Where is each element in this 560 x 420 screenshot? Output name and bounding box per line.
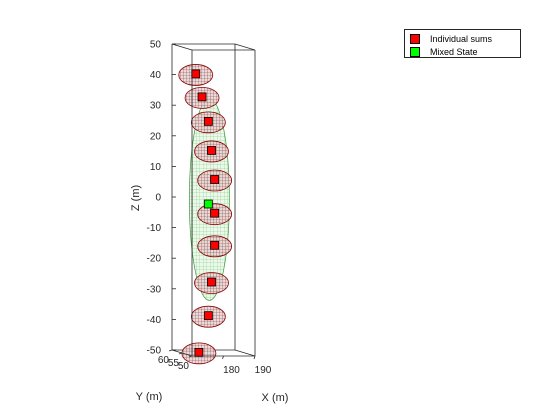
legend-label-individual-sums: Individual sums <box>430 33 493 44</box>
z-tick-label: -50 <box>147 346 162 357</box>
legend-marker-individual-sums <box>410 33 420 44</box>
y-tick-mark <box>188 355 193 358</box>
individual-sums-marker-5 <box>210 175 220 184</box>
box-edge-top-right <box>234 43 256 51</box>
x-tick-label: 180 <box>223 365 240 376</box>
legend-item-mixed-state: Mixed State <box>409 45 478 58</box>
x-axis-label: X (m) <box>262 392 289 404</box>
z-tick-label: 30 <box>150 101 162 112</box>
box-edge-top-left <box>171 43 193 51</box>
z-tick-label: 0 <box>155 193 161 204</box>
y-tick-label: 60 <box>158 355 170 366</box>
individual-sums-marker-2 <box>197 92 207 102</box>
legend-label-mixed-state: Mixed State <box>430 46 478 57</box>
z-tick-label: 20 <box>150 131 162 142</box>
z-tick-label: 50 <box>150 40 162 51</box>
z-axis-label: Z (m) <box>130 185 142 211</box>
individual-sums-marker-8 <box>207 277 216 287</box>
individual-sums-marker-6 <box>210 208 220 218</box>
legend-marker-mixed-state <box>410 46 420 57</box>
legend: Individual sums Mixed State <box>404 29 521 58</box>
mixed-state-marker-1 <box>203 199 213 209</box>
y-axis-label: Y (m) <box>136 391 163 403</box>
y-tick-mark <box>168 349 173 352</box>
x-tick-label: 190 <box>255 365 272 376</box>
z-tick-label: -10 <box>147 223 162 234</box>
y-tick-mark <box>178 352 183 355</box>
individual-sums-marker-7 <box>210 240 220 250</box>
individual-sums-marker-1 <box>191 69 201 79</box>
x-tick-mark <box>222 355 224 360</box>
y-tick-label: 55 <box>168 358 180 369</box>
box-edge-floor-right <box>234 349 256 357</box>
marker-layer <box>191 69 220 357</box>
z-tick-label: -20 <box>147 254 162 265</box>
individual-sums-marker-9 <box>203 311 213 321</box>
z-tick-label: 10 <box>150 162 162 173</box>
individual-sums-marker-3 <box>203 116 213 126</box>
z-tick-label: -30 <box>147 284 162 295</box>
z-tick-label: 40 <box>150 70 162 81</box>
individual-sums-marker-10 <box>194 347 204 357</box>
individual-sums-marker-4 <box>207 146 216 155</box>
legend-item-individual-sums: Individual sums <box>409 32 492 45</box>
y-tick-label: 50 <box>178 361 190 372</box>
x-tick-mark <box>253 355 256 360</box>
z-tick-label: -40 <box>147 315 162 326</box>
axes-box-front <box>171 43 256 357</box>
